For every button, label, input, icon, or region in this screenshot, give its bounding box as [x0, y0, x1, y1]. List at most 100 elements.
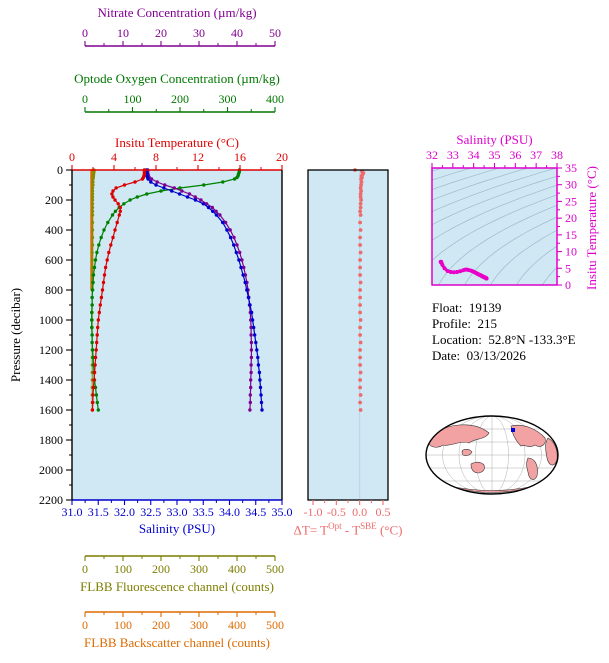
temperature-marker — [122, 183, 127, 187]
ts-plot-area — [432, 168, 557, 285]
nitrate-marker — [199, 198, 203, 202]
backscatter-tick-label: 0 — [82, 618, 88, 632]
ts-marker — [445, 269, 450, 273]
location-line: Location: 52.8°N -133.3°E — [432, 332, 576, 347]
delta-t-title-part: - T — [341, 522, 361, 538]
temperature-marker — [93, 355, 98, 360]
fluorescence-marker — [91, 202, 95, 206]
oxygen-marker — [90, 318, 94, 322]
temperature-marker — [110, 192, 114, 196]
nitrate-marker — [155, 180, 159, 184]
delta-t-marker — [359, 180, 364, 184]
sigma-theta-contour — [432, 194, 557, 261]
salinity-marker — [254, 340, 258, 345]
temperature-marker — [91, 385, 96, 390]
temperature-marker — [140, 177, 145, 181]
temperature-marker — [95, 333, 99, 337]
oxygen-marker — [92, 265, 97, 270]
temperature-marker — [91, 393, 95, 397]
nitrate-marker — [187, 192, 192, 196]
oxygen-marker — [91, 280, 95, 285]
delta-t-marker — [358, 378, 362, 382]
backscatter-tick-label: 200 — [152, 618, 170, 632]
oxygen-marker — [90, 310, 94, 315]
fluorescence-tick-label: 500 — [266, 562, 284, 576]
temperature-marker — [97, 310, 102, 315]
salinity-marker — [246, 295, 251, 300]
pressure-tick-label: 800 — [45, 283, 63, 297]
oxygen-axis-title: Optode Oxygen Concentration (µm/kg) — [74, 71, 280, 86]
nitrate-marker — [248, 400, 252, 405]
delta-t-marker — [358, 370, 363, 375]
profile-number-line: Profile: 215 — [432, 316, 497, 331]
backscatter-tick-label: 500 — [266, 618, 284, 632]
pressure-tick-label: 1400 — [39, 373, 63, 387]
oxygen-marker — [97, 243, 101, 247]
salinity-marker — [259, 400, 264, 405]
nitrate-marker — [210, 205, 214, 210]
salinity-marker — [248, 303, 252, 307]
oxygen-tick-label: 400 — [266, 92, 284, 106]
sigma-theta-contour — [490, 229, 557, 285]
salinity-marker — [162, 186, 166, 190]
salinity-tick-label: 33.5 — [193, 505, 214, 519]
pressure-tick-label: 1000 — [39, 313, 63, 327]
sigma-theta-contour — [464, 216, 557, 285]
oxygen-marker — [90, 303, 94, 307]
salinity-marker — [185, 195, 190, 199]
nitrate-marker — [249, 340, 254, 345]
delta-t-marker — [358, 340, 363, 345]
fluorescence-marker — [91, 213, 95, 217]
map-landmass-south-america — [526, 457, 538, 480]
salinity-axis: 31.0 31.5 32.0 32.5 33.0 33.5 34.0 34.5 35.0 — [62, 500, 293, 519]
salinity-tick-label: 31.5 — [88, 505, 109, 519]
map-landmass-africa-europe — [545, 437, 558, 466]
nitrate-marker — [242, 265, 246, 270]
delta-t-marker — [358, 258, 362, 262]
temperature-marker — [91, 400, 95, 405]
delta-t-marker — [359, 177, 363, 181]
temperature-marker — [111, 195, 115, 199]
delta-t-marker — [358, 295, 362, 300]
fluorescence-marker — [91, 220, 95, 225]
temperature-marker — [113, 198, 117, 202]
temperature-marker — [94, 348, 98, 352]
temperature-axis-title: Insitu Temperature (°C) — [115, 135, 239, 150]
delta-t-marker — [358, 195, 363, 199]
temperature-marker — [92, 378, 96, 382]
delta-t-marker — [358, 201, 363, 206]
ts-salinity-tick-label: 38 — [551, 148, 563, 162]
oxygen-axis: 0 100 200 300 400 — [82, 92, 284, 113]
sigma-theta-contour — [432, 184, 557, 241]
salinity-marker — [257, 370, 262, 375]
temperature-marker — [116, 202, 120, 206]
nitrate-marker — [218, 213, 222, 217]
oxygen-marker — [202, 183, 206, 187]
delta-t-marker — [358, 186, 363, 190]
oxygen-marker — [90, 340, 94, 345]
oxygen-marker — [93, 258, 98, 262]
nitrate-marker — [249, 363, 253, 367]
nitrate-tick-label: 0 — [82, 26, 88, 40]
temperature-axis: 0 4 8 12 16 20 — [69, 150, 288, 170]
delta-t-series — [353, 168, 366, 412]
temperature-marker — [117, 213, 122, 217]
salinity-tick-label: 34.0 — [219, 505, 240, 519]
fluorescence-marker — [91, 198, 95, 202]
temperature-marker — [90, 408, 95, 412]
oxygen-marker — [113, 209, 118, 213]
fluorescence-marker — [91, 192, 95, 196]
nitrate-tick-label: 10 — [117, 26, 129, 40]
ts-salinity-tick-label: 36 — [509, 148, 521, 162]
backscatter-axis-title: FLBB Backscatter channel (counts) — [84, 635, 270, 650]
ts-salinity-tick-label: 33 — [447, 148, 459, 162]
temperature-marker — [105, 258, 109, 262]
nitrate-marker — [228, 228, 232, 232]
temperature-marker — [115, 220, 119, 225]
delta-t-marker — [358, 408, 363, 412]
pressure-tick-label: 0 — [57, 163, 63, 177]
nitrate-marker — [193, 195, 197, 199]
nitrate-marker — [248, 408, 252, 412]
temperature-marker — [118, 209, 123, 213]
